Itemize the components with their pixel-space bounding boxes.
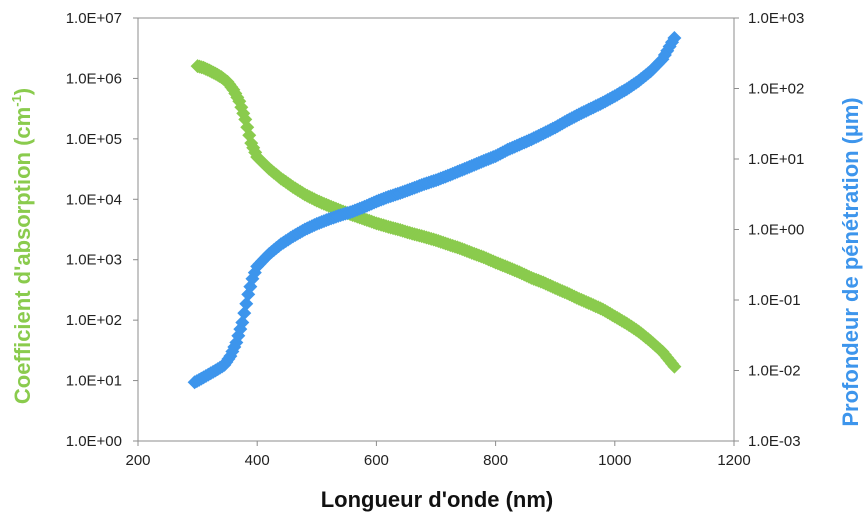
- left-y-tick-label: 1.0E+02: [66, 312, 122, 329]
- x-tick-label: 600: [364, 452, 389, 469]
- series-penetration: [187, 31, 682, 390]
- x-tick-label: 1000: [598, 452, 631, 469]
- right-y-tick-label: 1.0E+03: [748, 10, 804, 27]
- series-absorption: [190, 59, 682, 374]
- penetration-point: [247, 265, 262, 280]
- right-y-tick-label: 1.0E-02: [748, 363, 801, 380]
- left-y-tick-label: 1.0E+00: [66, 433, 122, 450]
- penetration-point: [239, 296, 254, 311]
- left-y-tick-label: 1.0E+04: [66, 191, 122, 208]
- absorption-point: [240, 120, 255, 135]
- left-y-axis-ticks: 1.0E+00 1.0E+01 1.0E+02 1.0E+03 1.0E+04 1.0E+…: [66, 10, 138, 450]
- left-y-tick-label: 1.0E+01: [66, 373, 122, 390]
- left-y-axis-label: Coefficient d'absorption (cm-1): [9, 88, 35, 404]
- left-y-tick-label: 1.0E+07: [66, 10, 122, 27]
- x-tick-label: 400: [245, 452, 270, 469]
- x-tick-label: 1200: [717, 452, 750, 469]
- penetration-point: [237, 306, 252, 321]
- x-axis-label: Longueur d'onde (nm): [321, 487, 554, 512]
- x-tick-label: 200: [125, 452, 150, 469]
- penetration-point: [235, 315, 250, 330]
- right-y-tick-label: 1.0E-03: [748, 433, 801, 450]
- absorption-point: [667, 359, 682, 374]
- right-y-tick-label: 1.0E-01: [748, 292, 801, 309]
- left-y-tick-label: 1.0E+03: [66, 252, 122, 269]
- x-tick-label: 800: [483, 452, 508, 469]
- penetration-point: [243, 279, 258, 294]
- right-y-tick-label: 1.0E+02: [748, 81, 804, 98]
- left-y-tick-label: 1.0E+05: [66, 131, 122, 148]
- left-y-tick-label: 1.0E+06: [66, 70, 122, 87]
- right-y-axis-ticks: 1.0E-03 1.0E-02 1.0E-01 1.0E+00 1.0E+01 1.0E+…: [734, 10, 804, 450]
- right-y-tick-label: 1.0E+00: [748, 222, 804, 239]
- penetration-point: [667, 31, 682, 46]
- right-y-tick-label: 1.0E+01: [748, 151, 804, 168]
- x-axis-ticks: 200 400 600 800 1000 1200: [125, 441, 751, 469]
- right-y-axis-label: Profondeur de pénétration (µm): [838, 97, 863, 426]
